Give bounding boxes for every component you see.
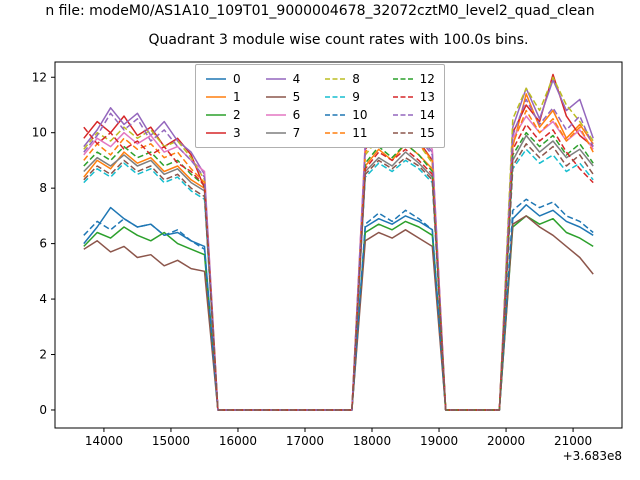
- x-axis-offset-label: +3.683e8: [562, 449, 622, 463]
- series-line-5: [83, 215, 594, 411]
- series-line-15: [83, 143, 594, 411]
- figure-suptitle: n file: modeM0/AS1A10_109T01_9000004678_…: [45, 3, 595, 19]
- y-tick-label: 10: [32, 126, 47, 140]
- series-line-11: [83, 109, 594, 411]
- series-line-2: [83, 215, 594, 411]
- legend-label: 1: [233, 90, 241, 104]
- legend-label: 5: [292, 90, 301, 104]
- legend-line-sample: [392, 114, 413, 116]
- y-tick-label: 4: [39, 292, 47, 306]
- legend-item-6: 6: [265, 106, 301, 124]
- y-tick-label: 12: [32, 70, 47, 84]
- legend-line-sample: [265, 114, 286, 116]
- series-line-9: [83, 148, 594, 411]
- legend-label: 15: [419, 126, 435, 140]
- x-tick-label: 14000: [85, 434, 123, 448]
- legend-line-sample: [265, 78, 286, 80]
- legend-label: 6: [292, 108, 301, 122]
- legend-label: 9: [352, 90, 360, 104]
- legend-item-11: 11: [324, 124, 368, 142]
- legend-item-5: 5: [265, 88, 301, 106]
- legend-line-sample: [392, 96, 413, 98]
- legend-label: 12: [419, 72, 435, 86]
- x-tick-label: 20000: [487, 434, 525, 448]
- legend-label: 3: [233, 126, 241, 140]
- legend-line-sample: [392, 132, 413, 134]
- legend-line-sample: [265, 132, 286, 134]
- legend-item-9: 9: [324, 88, 367, 106]
- legend-label: 2: [233, 108, 241, 122]
- legend-item-3: 3: [205, 124, 241, 142]
- series-line-10: [83, 198, 594, 411]
- legend-label: 7: [292, 126, 301, 140]
- x-tick-label: 16000: [219, 434, 257, 448]
- axes-frame: [54, 61, 623, 429]
- legend-line-sample: [206, 132, 226, 134]
- legend-item-1: 1: [205, 88, 241, 106]
- y-tick-label: 8: [39, 181, 47, 195]
- legend-item-8: 8: [324, 70, 367, 88]
- y-tick-label: 2: [39, 348, 47, 362]
- legend-label: 13: [419, 90, 435, 104]
- x-tick-label: 18000: [353, 434, 391, 448]
- axes-title: Quadrant 3 module wise count rates with …: [148, 32, 529, 48]
- legend-label: 11: [352, 126, 368, 140]
- legend-item-0: 0: [205, 70, 241, 88]
- y-tick-label: 0: [39, 403, 47, 417]
- legend-line-sample: [392, 78, 413, 80]
- legend-line-sample: [325, 132, 346, 134]
- legend-item-4: 4: [265, 70, 301, 88]
- x-tick-label: 17000: [286, 434, 324, 448]
- series-line-12: [83, 131, 594, 411]
- x-tick-label: 15000: [152, 434, 190, 448]
- legend-line-sample: [325, 96, 346, 98]
- legend-line-sample: [206, 96, 226, 98]
- legend-line-sample: [325, 78, 346, 80]
- legend-item-2: 2: [205, 106, 241, 124]
- series-line-13: [83, 123, 594, 411]
- legend-label: 14: [419, 108, 435, 122]
- legend-item-15: 15: [392, 124, 435, 142]
- legend-item-12: 12: [392, 70, 435, 88]
- legend-line-sample: [265, 96, 286, 98]
- legend-line-sample: [325, 114, 346, 116]
- legend-label: 8: [352, 72, 360, 86]
- legend-label: 4: [292, 72, 301, 86]
- legend-item-13: 13: [392, 88, 435, 106]
- legend: 0 1 2 3 4 5 6 7 8 9 10 11 12 13 14 15: [195, 64, 445, 148]
- legend-label: 0: [233, 72, 241, 86]
- legend-label: 10: [352, 108, 368, 122]
- x-tick-label: 21000: [554, 434, 592, 448]
- legend-line-sample: [206, 114, 226, 116]
- legend-line-sample: [206, 78, 226, 80]
- x-tick-label: 19000: [420, 434, 458, 448]
- y-tick-label: 6: [39, 237, 47, 251]
- legend-item-14: 14: [392, 106, 435, 124]
- legend-item-10: 10: [324, 106, 368, 124]
- legend-item-7: 7: [265, 124, 301, 142]
